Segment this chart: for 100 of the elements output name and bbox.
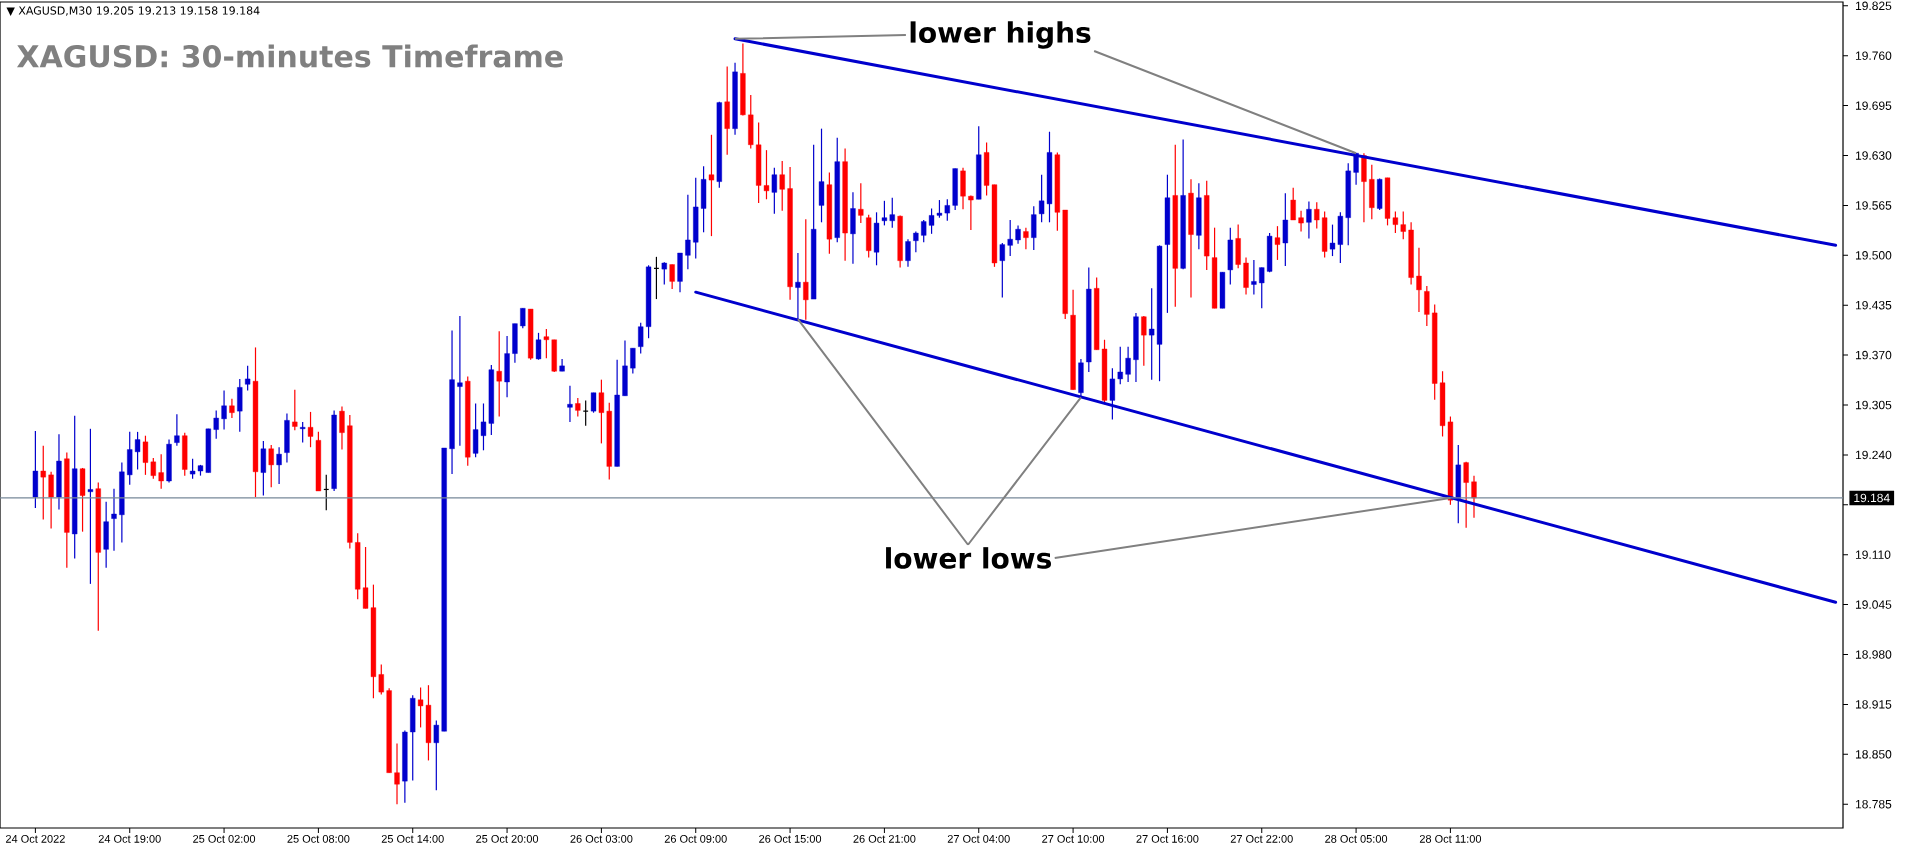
y-tick-label: 19.500: [1855, 251, 1892, 260]
candlestick: [590, 392, 597, 414]
x-tick-label: 25 Oct 02:00: [193, 834, 256, 843]
y-tick-label: 19.630: [1855, 151, 1892, 160]
x-tick-label: 25 Oct 14:00: [381, 834, 444, 843]
y-tick-label: 19.240: [1855, 450, 1892, 460]
candlestick: [1117, 346, 1123, 385]
candlestick: [1031, 205, 1037, 251]
candlestick: [158, 453, 164, 490]
candlestick: [968, 194, 974, 231]
chart-subtitle: ▼ XAGUSD,M30 19.205 19.213 19.158 19.184: [6, 6, 260, 16]
candlestick: [881, 200, 888, 226]
candlestick: [575, 397, 581, 418]
candlestick: [268, 444, 274, 488]
candlestick: [1463, 461, 1469, 529]
candlestick: [1471, 475, 1477, 519]
candlestick: [1015, 224, 1021, 245]
candlestick: [292, 389, 298, 431]
candlestick: [87, 428, 94, 585]
candlestick: [567, 385, 573, 423]
y-tick-label: 18.785: [1855, 799, 1892, 809]
candlestick: [221, 389, 227, 431]
candlestick: [496, 330, 502, 418]
candlestick: [1251, 259, 1257, 296]
x-tick-label: 28 Oct 11:00: [1419, 834, 1482, 843]
candlestick: [669, 263, 675, 290]
y-tick-label: 18.850: [1855, 750, 1892, 759]
x-tick-label: 26 Oct 09:00: [664, 834, 727, 843]
candlestick: [1306, 200, 1312, 240]
candlestick: [339, 405, 345, 451]
candlestick: [111, 488, 117, 552]
candlestick: [520, 307, 526, 329]
candlestick: [229, 398, 235, 419]
x-tick-label: 24 Oct 2022: [5, 834, 65, 843]
x-tick-label: 24 Oct 19:00: [98, 834, 161, 843]
y-tick-label: 19.305: [1855, 400, 1892, 410]
y-tick-label: 19.565: [1855, 201, 1892, 210]
candlestick: [1400, 210, 1406, 240]
candlestick: [858, 182, 864, 224]
x-tick-label: 27 Oct 16:00: [1136, 834, 1199, 843]
candlestick: [630, 347, 636, 375]
candlestick: [1290, 187, 1296, 221]
candlestick: [276, 446, 282, 485]
x-tick-label: 26 Oct 03:00: [570, 834, 633, 843]
candlestick: [582, 399, 589, 427]
x-tick-label: 27 Oct 04:00: [947, 834, 1010, 843]
candlestick: [307, 411, 314, 448]
y-tick-label: 19.825: [1855, 1, 1892, 11]
x-tick-label: 26 Oct 15:00: [759, 834, 822, 843]
text: XAGUSD: 30-minutes Timeframe: [16, 44, 563, 68]
x-tick-label: 27 Oct 10:00: [1042, 834, 1105, 843]
y-tick-label: 19.110: [1855, 550, 1891, 559]
candlestick: [457, 315, 463, 447]
x-tick-label: 25 Oct 20:00: [476, 834, 539, 843]
candlestick: [245, 365, 251, 392]
candlestick: [174, 413, 180, 447]
candlestick: [1274, 225, 1281, 261]
candlestick: [543, 328, 550, 359]
candlestick: [1282, 192, 1288, 267]
candlestick: [685, 194, 691, 270]
annotation: lower highs: [910, 21, 1091, 49]
candlestick: [905, 238, 911, 268]
candlestick: [1109, 367, 1116, 421]
candlestick: [1141, 315, 1147, 367]
y-tick-label: 18.980: [1855, 650, 1892, 659]
annotation: lower lows: [886, 547, 1051, 569]
candlestick: [40, 445, 46, 520]
ref-line-label: 19.184: [1854, 493, 1890, 503]
candlestick: [535, 332, 542, 361]
candlestick: [803, 218, 809, 321]
y-tick-label: 19.045: [1855, 600, 1892, 609]
y-tick-label: 19.695: [1855, 101, 1892, 110]
candlestick: [598, 379, 605, 444]
candlestick: [818, 128, 825, 223]
y-tick-label: 19.760: [1855, 51, 1892, 60]
candlestick: [394, 742, 400, 805]
x-tick-label: 26 Oct 21:00: [853, 834, 916, 843]
candlestick: [48, 471, 54, 530]
candlestick: [1007, 219, 1013, 257]
candlestick: [237, 378, 243, 433]
candlestick: [1259, 267, 1265, 309]
candlestick: [779, 160, 785, 212]
candlestick: [771, 167, 777, 215]
candlestick: [1353, 152, 1359, 186]
candlestick: [1314, 201, 1320, 230]
x-tick-label: 28 Oct 05:00: [1325, 834, 1388, 843]
candlestick: [1125, 346, 1131, 383]
candlestick: [213, 409, 219, 440]
candlestick: [1023, 227, 1029, 250]
y-tick-label: 19.370: [1855, 350, 1892, 360]
y-tick-label: 19.435: [1855, 300, 1892, 310]
x-tick-label: 27 Oct 22:00: [1230, 834, 1293, 843]
candlestick: [999, 242, 1005, 299]
candlestick: [889, 197, 895, 229]
candlestick: [708, 134, 715, 237]
candlestick: [1298, 210, 1304, 233]
y-tick-label: 18.915: [1855, 700, 1892, 709]
candlestick: [300, 421, 306, 444]
candlestick: [433, 719, 439, 791]
candlestick: [1416, 247, 1422, 313]
